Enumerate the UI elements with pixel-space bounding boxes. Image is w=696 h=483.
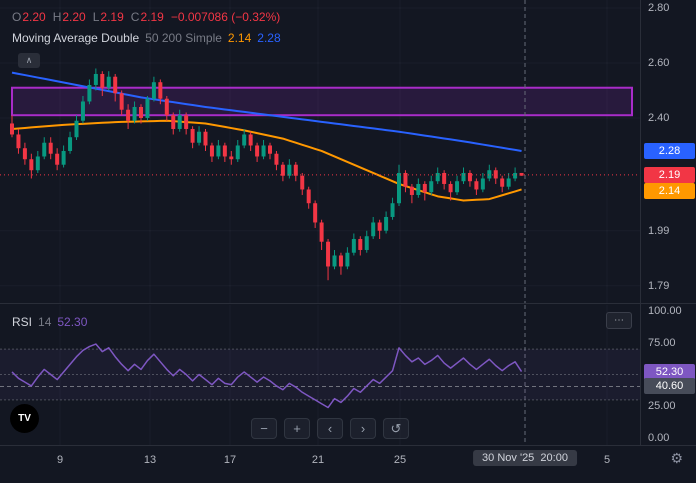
time-axis-label: 25	[393, 454, 407, 466]
zoom-in-button[interactable]: +	[284, 418, 310, 439]
price-axis-badge: 2.28	[644, 142, 695, 159]
price-axis-badge: 2.19	[644, 166, 695, 183]
chart-nav-toolbar: − + ‹ › ↺	[251, 418, 409, 439]
change-value: −0.007086 (−0.32%)	[170, 9, 281, 24]
low-label: L	[92, 9, 100, 24]
time-axis[interactable]: 9 13 17 21 25 5 30 Nov '25 20:00	[0, 445, 696, 483]
rsi-axis-label: 100.00	[648, 305, 682, 317]
time-axis-label: 21	[311, 454, 325, 466]
legend-expand-button[interactable]: ∧	[18, 53, 40, 68]
price-axis-badge: 2.14	[644, 182, 695, 199]
rsi-axis-badge: 52.30	[644, 363, 695, 380]
pane-separator[interactable]	[0, 303, 696, 304]
price-axis-label: 2.40	[648, 111, 670, 124]
price-axis[interactable]: 2.80 2.60 2.40 1.99 1.79 2.28 2.19 2.14 100.00 75…	[640, 0, 696, 445]
high-value: 2.20	[62, 9, 86, 24]
reset-view-button[interactable]: ↺	[383, 418, 409, 439]
legend: O 2.20 H 2.20 L 2.19 C 2.19 −0.007086 (−…	[12, 6, 281, 68]
close-label: C	[130, 9, 140, 24]
price-axis-label: 2.80	[648, 1, 670, 14]
rsi-axis-label: 75.00	[648, 336, 676, 349]
price-axis-label: 2.60	[648, 56, 670, 69]
open-label: O	[12, 9, 22, 24]
rsi-legend-row[interactable]: RSI 14 52.30	[12, 311, 87, 332]
close-pair: C 2.19	[131, 10, 164, 24]
rsi-axis-badge: 40.60	[644, 378, 695, 395]
candlestick-chart-pane[interactable]	[0, 0, 640, 303]
time-axis-badge: 30 Nov '25 20:00	[473, 450, 577, 466]
low-value: 2.19	[100, 9, 124, 24]
time-axis-label: 5	[603, 454, 611, 466]
settings-gear-icon[interactable]: ⚙	[670, 450, 683, 466]
open-value: 2.20	[22, 9, 46, 24]
price-axis-label: 1.99	[648, 224, 670, 237]
ohlc-legend-row[interactable]: O 2.20 H 2.20 L 2.19 C 2.19 −0.007086 (−…	[12, 6, 281, 27]
pan-right-button[interactable]: ›	[350, 418, 376, 439]
rsi-legend: RSI 14 52.30	[12, 311, 87, 332]
ma-indicator-params: 50 200 Simple	[145, 30, 222, 45]
time-axis-label: 9	[56, 454, 64, 466]
rsi-more-button[interactable]: ⋯	[606, 312, 632, 329]
rsi-chart-pane[interactable]	[0, 305, 640, 445]
ma-indicator-legend-row[interactable]: Moving Average Double 50 200 Simple 2.14…	[12, 27, 281, 48]
rsi-value: 52.30	[57, 314, 88, 329]
ma200-value: 2.28	[257, 30, 281, 45]
time-axis-label: 13	[143, 454, 157, 466]
open-pair: O 2.20	[12, 10, 46, 24]
tradingview-logo[interactable]: TV	[10, 404, 39, 433]
time-axis-label: 17	[223, 454, 237, 466]
rsi-axis-label: 0.00	[648, 432, 670, 444]
ma50-value: 2.14	[227, 30, 252, 45]
high-label: H	[52, 9, 62, 24]
pan-left-button[interactable]: ‹	[317, 418, 343, 439]
high-pair: H 2.20	[53, 10, 86, 24]
low-pair: L 2.19	[93, 10, 124, 24]
price-axis-label: 1.79	[648, 279, 670, 292]
ma-indicator-title: Moving Average Double	[12, 30, 140, 45]
rsi-axis-label: 25.00	[648, 400, 676, 413]
close-value: 2.19	[140, 9, 164, 24]
rsi-title: RSI	[12, 314, 33, 329]
rsi-params: 14	[38, 314, 52, 329]
zoom-out-button[interactable]: −	[251, 418, 277, 439]
